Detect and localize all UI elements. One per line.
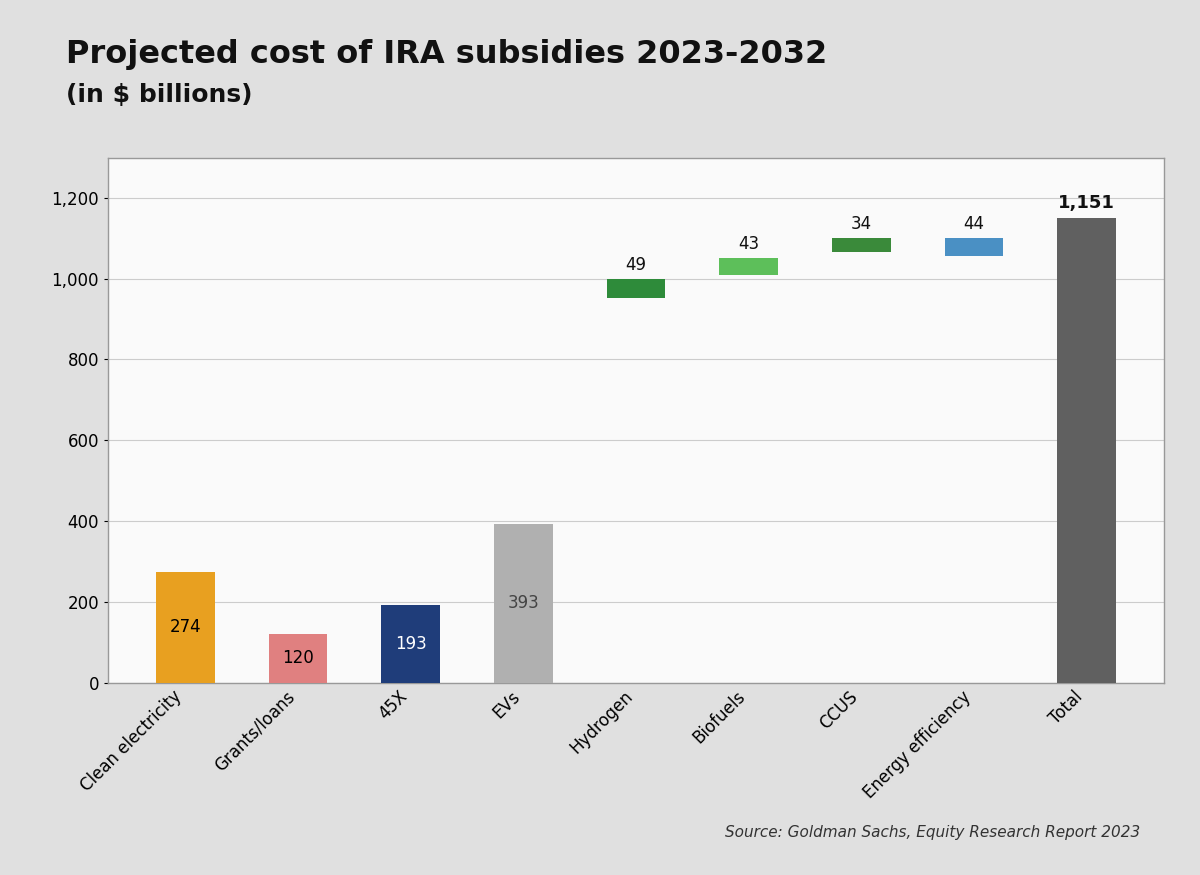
Bar — [269, 634, 328, 682]
Text: 43: 43 — [738, 235, 760, 253]
Text: 44: 44 — [964, 215, 984, 233]
Text: 120: 120 — [282, 649, 314, 668]
Bar — [832, 238, 890, 252]
Bar — [382, 605, 440, 683]
Text: 34: 34 — [851, 215, 872, 233]
Text: (in $ billions): (in $ billions) — [66, 83, 252, 107]
Text: 1,151: 1,151 — [1058, 193, 1115, 212]
Bar — [1057, 218, 1116, 682]
Text: Source: Goldman Sachs, Equity Research Report 2023: Source: Goldman Sachs, Equity Research R… — [725, 825, 1140, 840]
Text: 274: 274 — [169, 618, 202, 636]
Bar — [944, 238, 1003, 256]
Bar — [607, 278, 665, 298]
Text: 49: 49 — [625, 255, 647, 274]
Text: 193: 193 — [395, 634, 426, 653]
Bar — [719, 258, 778, 276]
Text: Projected cost of IRA subsidies 2023-2032: Projected cost of IRA subsidies 2023-203… — [66, 39, 827, 70]
Bar — [156, 572, 215, 682]
Text: 393: 393 — [508, 594, 539, 612]
Bar — [494, 524, 553, 682]
